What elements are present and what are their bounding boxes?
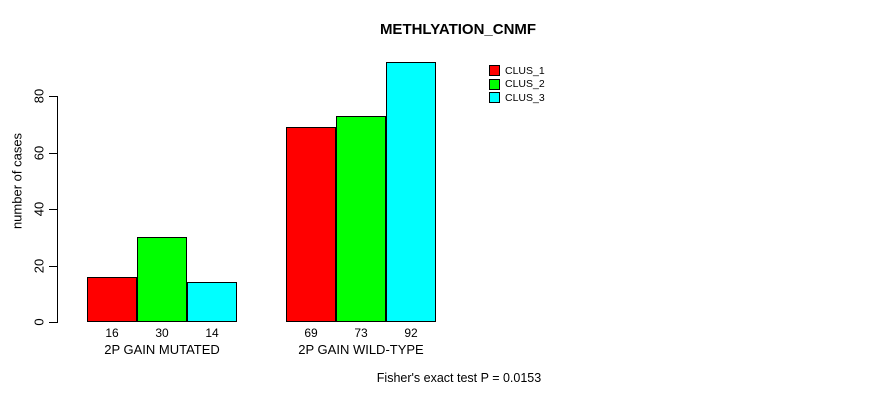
bar-value-clus_3-group2: 92 [404,326,418,340]
legend-swatch-clus-2-icon [489,78,500,90]
y-tick-0 [49,322,57,323]
category-label-2: 2P GAIN WILD-TYPE [298,342,424,357]
category-label-1: 2P GAIN MUTATED [104,342,220,357]
legend-label-clus-1: CLUS_1 [505,64,545,77]
legend-swatch-clus-1-icon [489,65,500,77]
y-tick-60 [49,152,57,154]
bar-clus_2-group1 [137,237,187,322]
y-tick-label-40: 40 [31,201,47,217]
bar-value-clus_1-group1: 16 [105,326,119,340]
legend-item-clus-3: CLUS_3 [489,91,545,105]
bar-clus_1-group1 [87,276,137,322]
y-tick-label-20: 20 [31,258,47,273]
legend-swatch-clus-3-icon [489,92,500,104]
y-axis-line [57,96,58,323]
legend: CLUS_1 CLUS_2 CLUS_3 [489,64,545,105]
bar-value-clus_2-group1: 30 [155,326,169,340]
legend-label-clus-2: CLUS_2 [505,78,545,91]
bar-value-clus_3-group1: 14 [205,326,219,340]
y-tick-label-60: 60 [31,145,47,160]
bar-clus_3-group2 [386,62,436,322]
chart-title: METHLYATION_CNMF [379,21,537,38]
y-tick-80 [49,96,57,97]
legend-item-clus-1: CLUS_1 [489,64,545,78]
bar-value-clus_1-group2: 69 [304,326,318,340]
y-tick-label-80: 80 [31,88,47,104]
y-tick-40 [49,209,57,210]
bar-clus_3-group1 [187,282,237,322]
bar-value-clus_2-group2: 73 [354,326,368,340]
y-tick-20 [49,265,57,267]
legend-label-clus-3: CLUS_3 [505,91,545,104]
bar-clus_1-group2 [286,127,336,322]
y-tick-label-0: 0 [31,318,47,326]
legend-item-clus-2: CLUS_2 [489,78,545,92]
bar-clus_2-group2 [336,115,386,322]
fisher-test-annotation: Fisher's exact test P = 0.0153 [376,371,542,385]
